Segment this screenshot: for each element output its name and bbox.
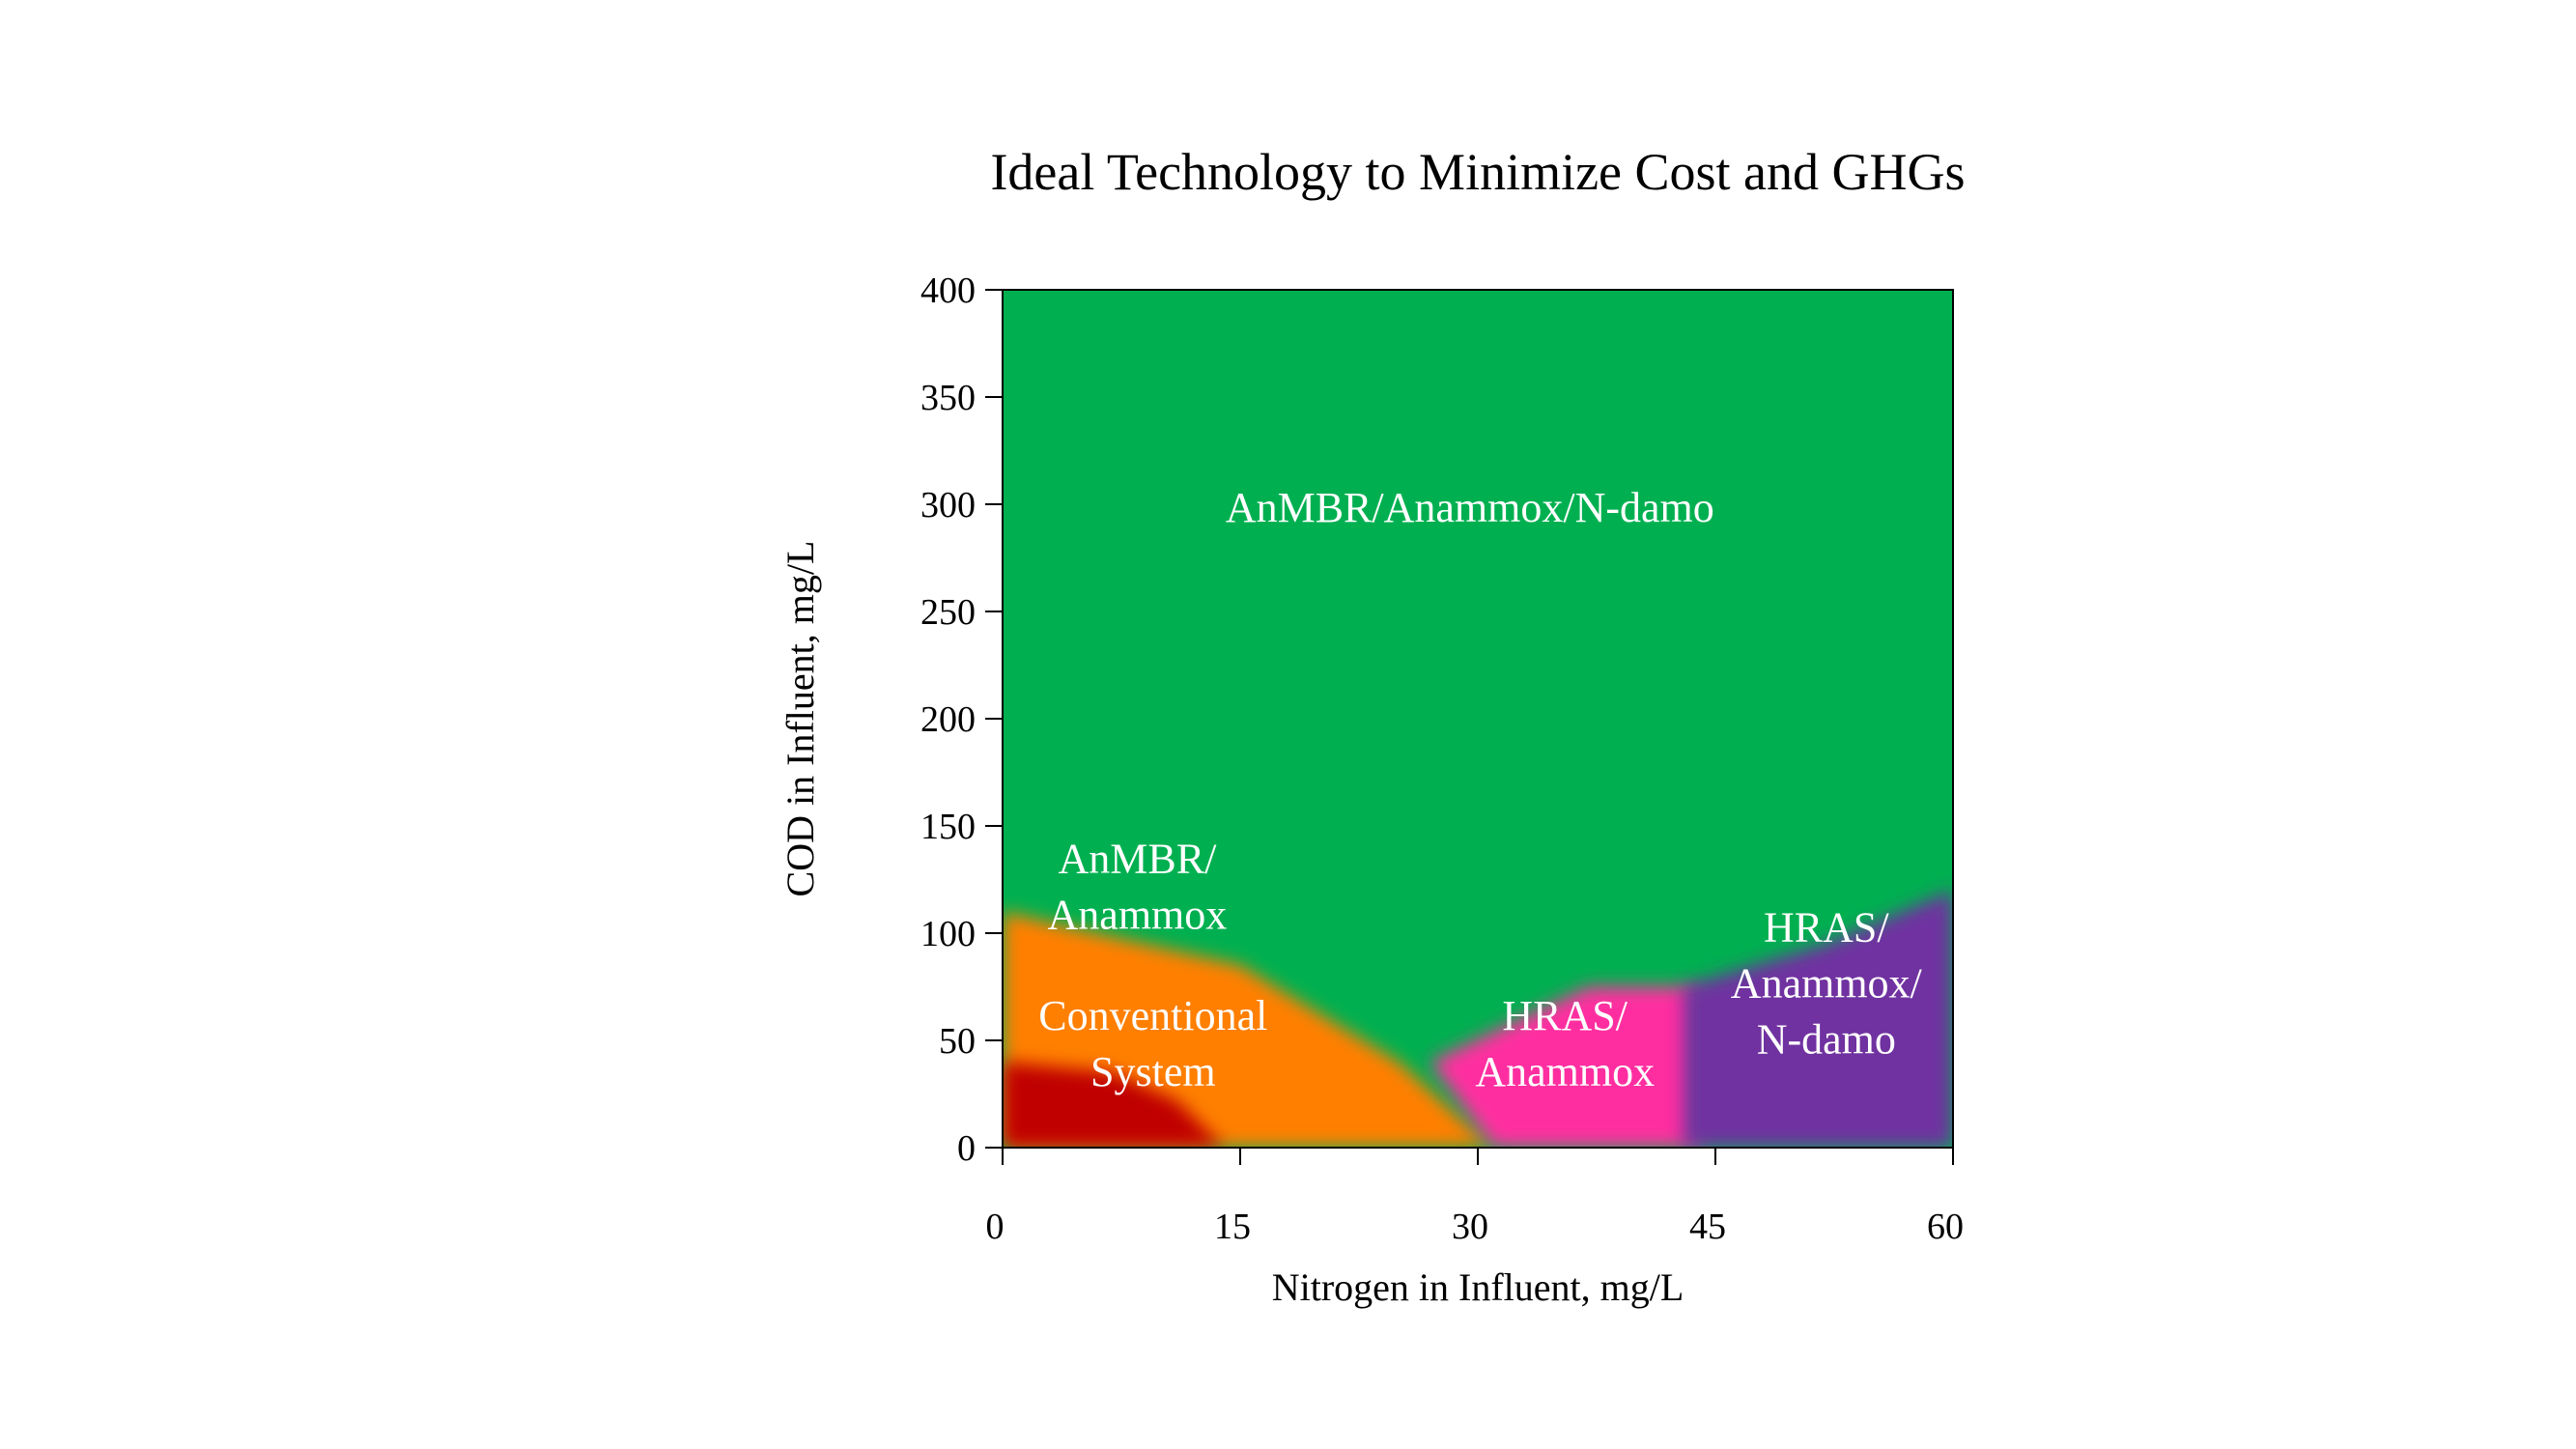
region-conventional-system (1003, 1062, 1225, 1148)
region-label-anmbr-anammox-ndamo: AnMBR/Anammox/N-damo (1226, 484, 1714, 531)
region-label-line: AnMBR/Anammox/N-damo (1226, 484, 1714, 531)
region-label-line: AnMBR/ (1058, 836, 1217, 883)
x-axis-label: Nitrogen in Influent, mg/L (1272, 1265, 1684, 1309)
x-tick-label: 0 (986, 1207, 1005, 1247)
y-tick-label: 100 (920, 914, 976, 954)
y-tick-label: 400 (920, 270, 976, 311)
region-label-line: Conventional (1038, 992, 1267, 1039)
region-label-anmbr-anammox: AnMBR/Anammox (1048, 836, 1228, 939)
region-label-line: HRAS/ (1502, 992, 1628, 1039)
x-tick-label: 60 (1927, 1207, 1964, 1247)
y-axis-label: COD in Influent, mg/L (778, 541, 822, 897)
region-labels: AnMBR/Anammox/N-damo AnMBR/Anammox Convent… (1038, 484, 1922, 1095)
y-tick-label: 200 (920, 699, 976, 740)
region-hras-anammox-ndamo (1684, 890, 1953, 1148)
y-tick-label: 250 (920, 592, 976, 633)
x-tick-label: 30 (1452, 1207, 1488, 1247)
x-tick-label: 45 (1689, 1207, 1726, 1247)
region-hras-anammox (1430, 986, 1700, 1148)
region-anmbr-anammox-ndamo (1003, 290, 1953, 1148)
region-label-line: Anammox (1475, 1048, 1655, 1095)
region-label-conventional-system: Conventional System (1038, 992, 1267, 1095)
region-label-hras-anammox-ndamo: HRAS/Anammox/N-damo (1731, 904, 1923, 1064)
y-tick-label: 350 (920, 378, 976, 418)
y-tick-label: 50 (939, 1021, 976, 1062)
y-tick-label: 150 (920, 807, 976, 847)
region-label-line: Anammox (1048, 892, 1228, 939)
x-axis: 0 15 30 45 60 (986, 1148, 1964, 1247)
region-label-line: Anammox/ (1731, 960, 1923, 1008)
chart-title: Ideal Technology to Minimize Cost and GH… (990, 143, 1965, 201)
x-tick-label: 15 (1214, 1207, 1251, 1247)
region-label-line: N-damo (1757, 1016, 1896, 1064)
region-label-line: System (1090, 1048, 1216, 1095)
plot-area (1002, 289, 1954, 1149)
region-label-hras-anammox: HRAS/Anammox (1475, 992, 1655, 1095)
y-tick-label: 0 (957, 1128, 976, 1169)
region-label-line: HRAS/ (1764, 904, 1889, 952)
y-tick-label: 300 (920, 485, 976, 526)
y-axis: 0 50 100 150 200 250 300 350 400 (920, 270, 1003, 1169)
regions (1003, 290, 1953, 1148)
